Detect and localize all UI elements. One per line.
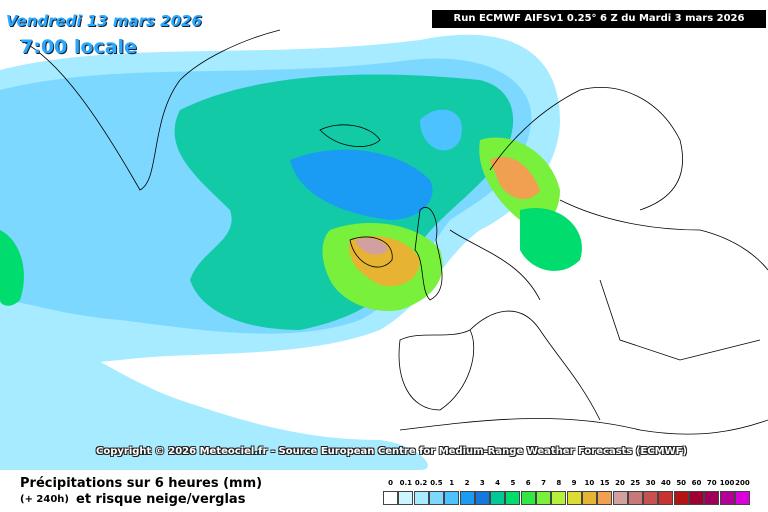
- legend-swatch: [520, 491, 536, 505]
- coastlines: [19, 29, 768, 435]
- legend-swatch: [413, 491, 429, 505]
- legend-swatch: [627, 491, 643, 505]
- legend-label: 60: [691, 479, 702, 487]
- legend-label: 200: [735, 479, 750, 487]
- legend-label: 5: [510, 479, 516, 487]
- legend-subtitle: et risque neige/verglas: [76, 492, 246, 507]
- legend-swatch: [428, 491, 444, 505]
- legend-swatch: [719, 491, 735, 505]
- legend-label: 70: [706, 479, 717, 487]
- legend-swatch: [383, 491, 398, 505]
- copyright: Copyright © 2026 Meteociel.fr - Source E…: [96, 446, 687, 457]
- legend-swatch: [581, 491, 597, 505]
- legend-label: 30: [645, 479, 656, 487]
- legend-label: 3: [479, 479, 485, 487]
- legend-swatch: [444, 491, 460, 505]
- legend-label: 25: [630, 479, 641, 487]
- legend-swatch: [505, 491, 521, 505]
- legend-label: 40: [661, 479, 671, 487]
- legend-label: 2: [464, 479, 470, 487]
- legend-swatch: [490, 491, 506, 505]
- legend-label: 4: [495, 479, 501, 487]
- legend-swatch: [597, 491, 613, 505]
- legend-label: 7: [541, 479, 546, 487]
- legend-scale: 0 0.1 0.2 0.5 1 2 3 4 5 6 7 8 9 10 15 20 25 30 40 50 60 70 100…: [383, 479, 753, 509]
- legend-label: 1: [449, 479, 455, 487]
- legend-title: Précipitations sur 6 heures (mm): [20, 476, 263, 491]
- legend-swatch: [704, 491, 720, 505]
- legend-label: 50: [676, 479, 687, 487]
- legend-swatch: [566, 491, 582, 505]
- legend-swatch: [398, 491, 414, 505]
- legend-swatch: [643, 491, 659, 505]
- legend-swatch: [658, 491, 674, 505]
- legend-label: 20: [615, 479, 625, 487]
- forecast-time: 7:00 locale: [20, 36, 137, 58]
- legend-label: 9: [571, 479, 577, 487]
- legend-swatch: [734, 491, 750, 505]
- legend-label: 10: [584, 479, 595, 487]
- legend-label: 0.5: [430, 479, 443, 487]
- legend-label: 0: [388, 479, 393, 487]
- legend-swatch: [459, 491, 475, 505]
- legend-label: 8: [556, 479, 562, 487]
- precip-field: [0, 34, 582, 470]
- legend-label: 0.2: [414, 479, 428, 487]
- forecast-date: Vendredi 13 mars 2026: [6, 12, 202, 30]
- legend-swatch: [474, 491, 490, 505]
- legend-lead: (+ 240h): [20, 494, 69, 505]
- map: [0, 29, 768, 470]
- legend-swatch: [551, 491, 567, 505]
- legend-swatch: [536, 491, 551, 505]
- run-info: Run ECMWF AIFSv1 0.25° 6 Z du Mardi 3 ma…: [432, 10, 766, 28]
- legend-label: 0.1: [399, 479, 412, 487]
- legend-swatch: [689, 491, 704, 505]
- legend-label: 15: [599, 479, 610, 487]
- legend-swatch: [612, 491, 628, 505]
- legend-label: 100: [719, 479, 735, 487]
- legend-label: 6: [525, 479, 531, 487]
- legend-swatch: [673, 491, 689, 505]
